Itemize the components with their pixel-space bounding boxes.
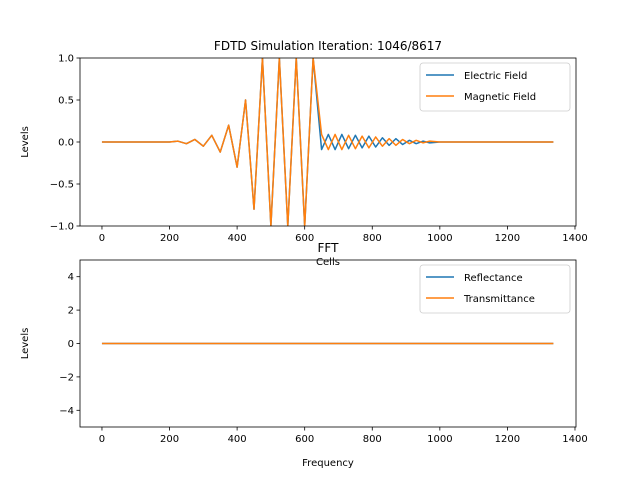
x-tick-label: 600 <box>295 233 314 244</box>
y-tick-label: −1.0 <box>50 222 74 233</box>
y-tick-label: 0 <box>68 339 74 350</box>
legend-box <box>419 264 571 314</box>
x-tick-label: 800 <box>363 233 382 244</box>
x-axis-label: Cells <box>316 257 340 268</box>
chart-title: FDTD Simulation Iteration: 1046/8617 <box>214 39 442 53</box>
legend-label: Transmittance <box>463 294 535 305</box>
x-tick-label: 600 <box>295 434 314 445</box>
x-tick-label: 200 <box>160 233 179 244</box>
x-tick-label: 200 <box>160 434 179 445</box>
x-tick-label: 800 <box>363 434 382 445</box>
x-tick-label: 0 <box>99 434 105 445</box>
x-tick-label: 1200 <box>495 434 520 445</box>
y-tick-label: 4 <box>68 272 74 283</box>
legend-label: Electric Field <box>464 71 527 82</box>
legend-label: Magnetic Field <box>464 92 536 103</box>
y-tick-label: −2 <box>59 372 74 383</box>
x-tick-label: 1200 <box>495 233 520 244</box>
x-tick-label: 1000 <box>427 233 452 244</box>
y-axis-label: Levels <box>20 328 31 360</box>
y-tick-label: 0.0 <box>58 138 74 149</box>
y-tick-label: −4 <box>59 406 74 417</box>
y-tick-label: 2 <box>68 306 74 317</box>
legend-label: Reflectance <box>464 273 523 284</box>
x-tick-label: 400 <box>228 233 247 244</box>
y-tick-label: −0.5 <box>50 180 74 191</box>
legend-box <box>419 62 571 112</box>
x-tick-label: 1400 <box>562 434 587 445</box>
series-line-magnetic-field <box>101 58 554 226</box>
y-tick-label: 0.5 <box>58 96 74 107</box>
x-tick-label: 1400 <box>562 233 587 244</box>
x-tick-label: 1000 <box>427 434 452 445</box>
y-axis-label: Levels <box>20 126 31 158</box>
chart-title: FFT <box>318 241 340 255</box>
field-chart: 0 200 400 600 800 1000 1200 1400 −1.0 −0.5 0.0 0.5 1… <box>20 39 588 268</box>
x-tick-label: 400 <box>228 434 247 445</box>
y-tick-label: 1.0 <box>58 54 74 65</box>
x-tick-label: 0 <box>99 233 105 244</box>
fft-chart: 0 200 400 600 800 1000 1200 1400 −4 −2 0 2 4 FFT Frequ… <box>20 241 588 469</box>
x-axis-label: Frequency <box>302 458 354 469</box>
